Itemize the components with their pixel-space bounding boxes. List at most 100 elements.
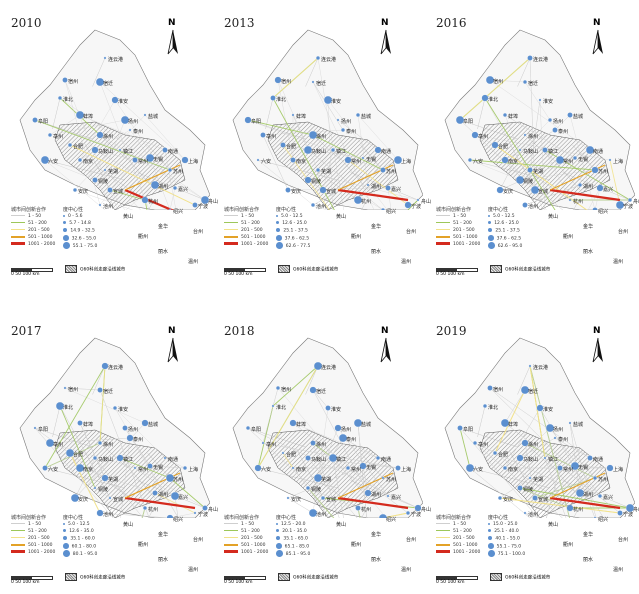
legend-node-swatch <box>488 221 492 225</box>
panel-year: 2019 <box>436 324 467 338</box>
legend-title-edges: 城市间创新合作 <box>11 515 47 521</box>
city-label: 淮北 <box>488 97 499 103</box>
city-label: 安庆 <box>503 189 514 195</box>
city-label: 蚌埠 <box>508 422 519 428</box>
city-boundary <box>573 202 578 210</box>
city-boundary <box>524 442 553 469</box>
city-node <box>492 450 498 456</box>
map-svg <box>232 337 423 518</box>
legend-edge-label: 501 - 1000 <box>453 543 478 548</box>
legend-node-swatch <box>63 228 68 233</box>
cooperation-edge <box>129 129 151 159</box>
cooperation-edge-strong <box>124 496 196 510</box>
city-label: 阜阳 <box>251 119 262 125</box>
legend-node-label: 35.1 - 65.0 <box>283 536 308 542</box>
cooperation-edge <box>569 114 596 210</box>
hatch-swatch <box>490 265 502 273</box>
city-node <box>575 488 585 498</box>
cooperation-edge-strong <box>337 496 409 510</box>
city-node <box>95 77 105 87</box>
city-label: 上海 <box>613 159 624 165</box>
city-label: 蚌埠 <box>296 422 307 428</box>
cooperation-edge <box>287 187 389 191</box>
city-label: 泰州 <box>346 129 357 135</box>
city-label: 扬州 <box>128 119 139 125</box>
cooperation-edge <box>94 149 156 186</box>
city-label: 杭州 <box>573 507 584 513</box>
cooperation-edge <box>109 189 126 210</box>
cooperation-edge <box>272 97 335 210</box>
city-boundary <box>332 457 369 499</box>
cooperation-edge <box>494 389 526 454</box>
city-label: 铜陵 <box>98 487 109 493</box>
legend-edge-swatch <box>11 530 25 531</box>
legend-node-label: 32.6 - 55.0 <box>71 236 97 242</box>
legend-node-swatch <box>63 529 67 533</box>
city-node <box>33 426 37 430</box>
scale-label: 0 50 100 km <box>436 272 465 277</box>
city-node <box>141 196 149 204</box>
cooperation-edge <box>169 477 206 509</box>
city-node <box>606 464 614 472</box>
hatch-swatch <box>490 573 502 581</box>
city-node <box>577 182 583 188</box>
map-legend: 城市间创新合作 度中心性 1 - 50 51 - 200 201 - 500 501 - … <box>218 514 423 594</box>
legend-edge-swatch <box>436 215 450 216</box>
city-boundary <box>572 452 596 479</box>
city-label: 宿迁 <box>103 389 114 395</box>
city-node <box>386 494 390 498</box>
city-label: 马鞍山 <box>311 457 327 463</box>
city-node <box>405 510 411 516</box>
cooperation-edge <box>342 437 379 459</box>
city-node <box>77 157 83 163</box>
city-node <box>568 198 572 202</box>
cooperation-edge <box>79 114 166 151</box>
g60-corridor-area <box>54 429 186 518</box>
city-node <box>310 440 316 446</box>
city-label: 金华 <box>371 532 382 538</box>
legend-node-swatch <box>276 550 283 557</box>
legend-node-swatch <box>276 522 278 525</box>
cooperation-edge <box>120 437 131 518</box>
legend-node-swatch <box>276 543 282 549</box>
map-svg <box>232 29 423 210</box>
legend-node-item: 15.0 - 25.0 <box>488 522 518 528</box>
legend-node-item: 12.6 - 35.0 <box>63 529 94 535</box>
legend-node-label: 37.6 - 62.5 <box>496 236 522 242</box>
city-node <box>587 455 593 461</box>
hatch-label: G60科创走廊沿线城市 <box>293 267 339 273</box>
cooperation-edge <box>94 487 111 499</box>
cooperation-edge-strong <box>337 188 409 202</box>
legend-edge-item: 201 - 500 <box>224 536 263 542</box>
city-node <box>150 180 160 190</box>
city-label: 无锡 <box>153 157 164 163</box>
cooperation-edge <box>337 119 379 151</box>
cooperation-edge <box>262 134 289 191</box>
city-label: 台州 <box>406 537 417 543</box>
city-label: 淮北 <box>63 97 74 103</box>
legend-edge-swatch <box>224 537 238 538</box>
legend-edge-item: 201 - 500 <box>224 228 263 234</box>
city-boundary <box>572 144 596 171</box>
city-node <box>592 475 598 481</box>
city-label: 无锡 <box>578 157 589 163</box>
city-label: 黄山 <box>336 522 347 528</box>
legend-edge-item: 501 - 1000 <box>224 543 266 549</box>
city-label: 镇江 <box>548 457 559 463</box>
city-boundary <box>92 57 106 87</box>
cooperation-edge <box>332 457 344 518</box>
city-label: 淮安 <box>118 99 129 105</box>
city-node <box>182 465 188 471</box>
cooperation-edge <box>312 389 369 494</box>
cooperation-edge <box>307 487 334 518</box>
city-node <box>310 202 316 208</box>
city-label: 嘉兴 <box>391 495 402 501</box>
cooperation-edge <box>357 507 361 518</box>
city-label: 淮安 <box>118 407 129 413</box>
city-label: 池州 <box>316 512 327 518</box>
city-node <box>308 508 318 518</box>
cooperation-edge <box>49 442 136 469</box>
city-node <box>385 185 391 191</box>
city-label: 湖州 <box>158 492 169 498</box>
cooperation-edge <box>524 81 551 121</box>
